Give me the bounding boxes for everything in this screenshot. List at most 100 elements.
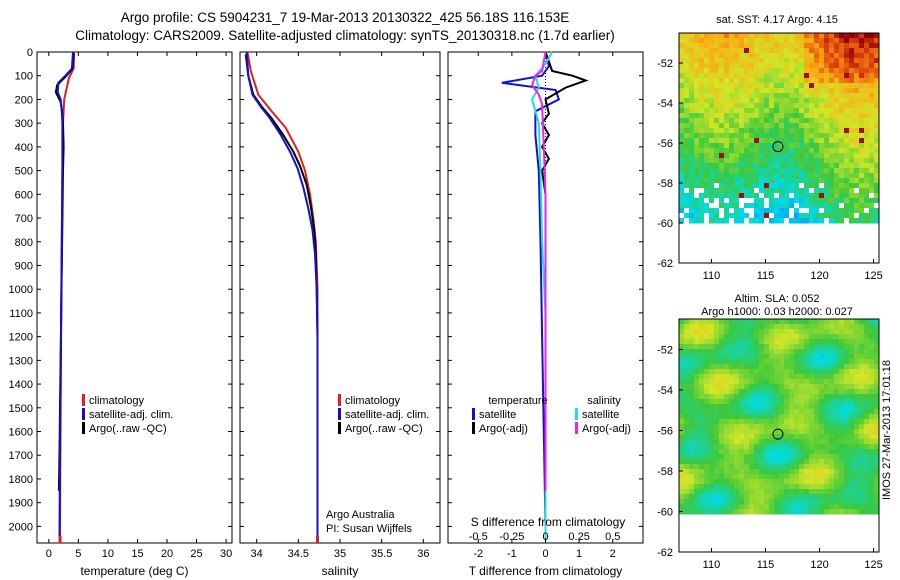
heatmap-cell bbox=[844, 123, 850, 129]
heatmap-cell bbox=[699, 354, 705, 360]
heatmap-cell bbox=[864, 53, 870, 59]
y-tick-label: 500 bbox=[15, 166, 33, 178]
heatmap-cell bbox=[739, 58, 745, 64]
heatmap-cell bbox=[839, 88, 845, 94]
heatmap-cell bbox=[679, 98, 685, 104]
heatmap-cell bbox=[709, 389, 715, 395]
heatmap-cell bbox=[679, 359, 685, 365]
heatmap-cell bbox=[709, 83, 715, 89]
heatmap-cell bbox=[779, 459, 785, 465]
heatmap-cell bbox=[814, 329, 820, 335]
heatmap-cell bbox=[759, 168, 765, 174]
heatmap-cell bbox=[704, 58, 710, 64]
heatmap-cell bbox=[749, 118, 755, 124]
heatmap-cell bbox=[759, 324, 765, 330]
heatmap-cell bbox=[874, 344, 880, 350]
heatmap-cell bbox=[689, 479, 695, 485]
heatmap-cell bbox=[794, 68, 800, 74]
heatmap-cell bbox=[704, 389, 710, 395]
heatmap-cell bbox=[699, 208, 705, 214]
heatmap-cell bbox=[874, 63, 880, 69]
heatmap-cell bbox=[679, 504, 685, 510]
heatmap-cell bbox=[759, 449, 765, 455]
heatmap-cell bbox=[679, 158, 685, 164]
heatmap-cell bbox=[709, 98, 715, 104]
heatmap-cell bbox=[874, 143, 880, 149]
heatmap-cell bbox=[729, 354, 735, 360]
heatmap-cell bbox=[699, 509, 705, 515]
heatmap-cell bbox=[714, 123, 720, 129]
y-tick-label: -62 bbox=[657, 258, 673, 270]
heatmap-cell bbox=[774, 213, 780, 219]
heatmap-cell bbox=[679, 349, 685, 355]
heatmap-cell bbox=[734, 213, 740, 219]
heatmap-cell bbox=[684, 38, 690, 44]
heatmap-cell bbox=[859, 489, 865, 495]
heatmap-cell bbox=[844, 98, 850, 104]
heatmap-cell bbox=[854, 454, 860, 460]
heatmap-cell bbox=[799, 213, 805, 219]
heatmap-cell bbox=[844, 494, 850, 500]
heatmap-cell bbox=[819, 178, 825, 184]
heatmap-cell bbox=[829, 489, 835, 495]
heatmap-cell bbox=[689, 198, 695, 204]
heatmap-cell bbox=[874, 384, 880, 390]
heatmap-cell bbox=[744, 449, 750, 455]
heatmap-cell bbox=[804, 374, 810, 380]
heatmap-cell bbox=[734, 188, 740, 194]
heatmap-cell bbox=[769, 53, 775, 59]
heatmap-cell bbox=[704, 419, 710, 425]
heatmap-cell bbox=[754, 178, 760, 184]
heatmap-cell bbox=[719, 324, 725, 330]
heatmap-cell bbox=[869, 359, 875, 365]
heatmap-cell bbox=[719, 43, 725, 49]
heatmap-cell bbox=[764, 63, 770, 69]
heatmap-cell bbox=[684, 213, 690, 219]
heatmap-cell bbox=[784, 58, 790, 64]
heatmap-cell bbox=[749, 33, 755, 39]
heatmap-cell bbox=[744, 78, 750, 84]
heatmap-cell bbox=[804, 198, 810, 204]
legend-title-temperature: temperature bbox=[488, 395, 547, 407]
heatmap-cell bbox=[854, 339, 860, 345]
heatmap-cell bbox=[779, 404, 785, 410]
heatmap-cell bbox=[739, 354, 745, 360]
heatmap-cell bbox=[769, 98, 775, 104]
heatmap-cell bbox=[814, 163, 820, 169]
heatmap-cell bbox=[734, 68, 740, 74]
heatmap-cell bbox=[759, 454, 765, 460]
heatmap-cell bbox=[794, 399, 800, 405]
heatmap-cell bbox=[754, 344, 760, 350]
heatmap-cell bbox=[809, 399, 815, 405]
heatmap-cell bbox=[704, 178, 710, 184]
heatmap-cell bbox=[769, 213, 774, 218]
heatmap-cell bbox=[749, 93, 755, 99]
y-tick-label: 1500 bbox=[9, 403, 33, 415]
heatmap-cell bbox=[809, 193, 815, 199]
heatmap-cell bbox=[819, 103, 825, 109]
heatmap-cell bbox=[694, 93, 700, 99]
heatmap-cell bbox=[679, 499, 685, 505]
heatmap-cell bbox=[709, 489, 715, 495]
heatmap-cell bbox=[744, 374, 750, 380]
heatmap-cell bbox=[829, 163, 835, 169]
heatmap-cell bbox=[694, 339, 700, 345]
heatmap-cell bbox=[864, 63, 870, 69]
heatmap-cell bbox=[759, 394, 765, 400]
heatmap-cell bbox=[859, 374, 865, 380]
heatmap-cell bbox=[744, 384, 750, 390]
heatmap-cell bbox=[799, 98, 805, 104]
heatmap-cell bbox=[854, 484, 860, 490]
heatmap-cell bbox=[779, 158, 785, 164]
heatmap-cell bbox=[824, 188, 830, 194]
heatmap-cell bbox=[829, 474, 835, 480]
y-tick-label: 100 bbox=[15, 71, 33, 83]
heatmap-cell bbox=[849, 379, 855, 385]
heatmap-cell bbox=[744, 339, 750, 345]
heatmap-cell bbox=[724, 354, 730, 360]
heatmap-cell bbox=[804, 509, 810, 515]
heatmap-cell bbox=[839, 399, 845, 405]
heatmap-cell bbox=[749, 474, 755, 480]
heatmap-cell bbox=[824, 163, 830, 169]
heatmap-cell bbox=[739, 63, 745, 69]
